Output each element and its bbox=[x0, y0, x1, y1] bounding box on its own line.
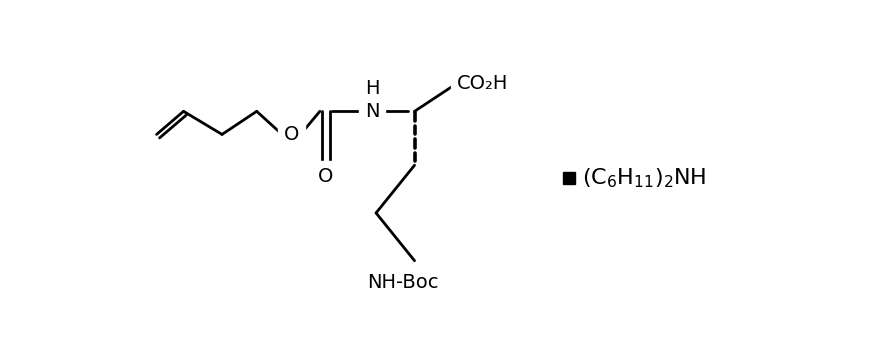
Text: O: O bbox=[284, 125, 299, 144]
Text: CO₂H: CO₂H bbox=[457, 74, 508, 93]
Text: NH-Boc: NH-Boc bbox=[367, 273, 439, 292]
Text: H: H bbox=[365, 79, 379, 98]
Text: N: N bbox=[365, 102, 379, 121]
Text: O: O bbox=[318, 167, 333, 185]
Text: $\mathregular{(C}$$\mathregular{{}_{6}}$$\mathregular{H}$$\mathregular{{}_{11}}\: $\mathregular{(C}$$\mathregular{{}_{6}}$… bbox=[582, 167, 706, 190]
